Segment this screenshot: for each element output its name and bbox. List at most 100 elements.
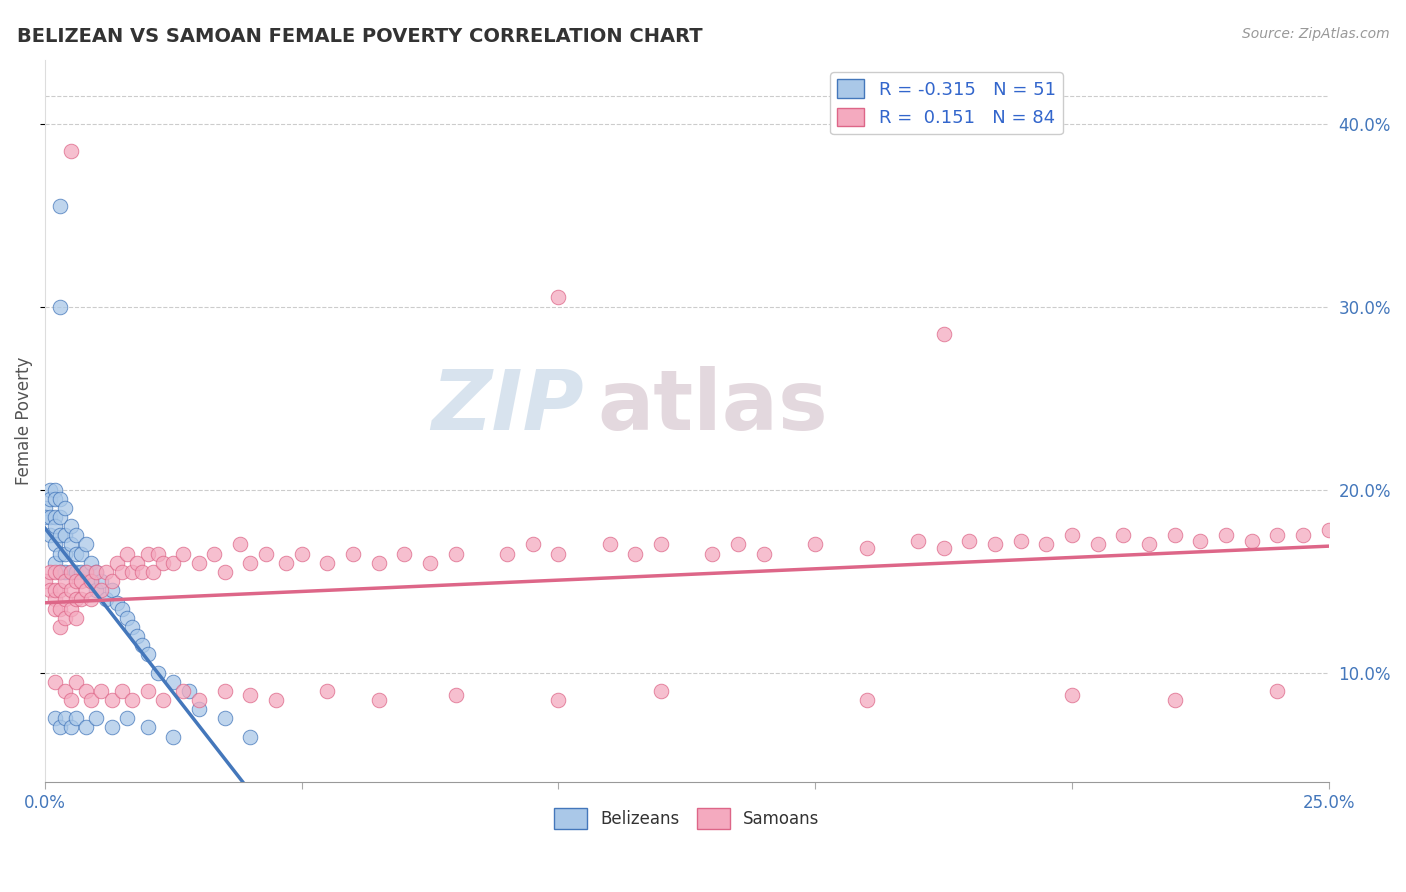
Point — [44, 510, 66, 524]
Point — [49, 300, 72, 314]
Point — [59, 519, 82, 533]
Point — [650, 537, 672, 551]
Point — [53, 547, 76, 561]
Point — [49, 491, 72, 506]
Point — [650, 684, 672, 698]
Point — [127, 629, 149, 643]
Point — [1317, 523, 1340, 537]
Point — [39, 528, 62, 542]
Point — [264, 693, 287, 707]
Point — [59, 565, 82, 579]
Point — [100, 583, 122, 598]
Point — [53, 592, 76, 607]
Point — [316, 556, 339, 570]
Point — [522, 537, 544, 551]
Point — [69, 574, 91, 588]
Point — [34, 500, 56, 515]
Point — [44, 711, 66, 725]
Point — [932, 541, 955, 556]
Point — [131, 638, 153, 652]
Point — [111, 601, 134, 615]
Point — [53, 610, 76, 624]
Point — [254, 547, 277, 561]
Point — [214, 711, 236, 725]
Point — [90, 574, 112, 588]
Point — [69, 592, 91, 607]
Point — [80, 574, 103, 588]
Point — [727, 537, 749, 551]
Point — [187, 693, 209, 707]
Point — [146, 665, 169, 680]
Point — [214, 684, 236, 698]
Point — [75, 565, 97, 579]
Point — [131, 565, 153, 579]
Point — [59, 583, 82, 598]
Point — [547, 693, 569, 707]
Point — [229, 537, 252, 551]
Point — [49, 565, 72, 579]
Point — [34, 510, 56, 524]
Point — [80, 556, 103, 570]
Point — [49, 583, 72, 598]
Point — [136, 684, 159, 698]
Point — [855, 541, 877, 556]
Point — [599, 537, 621, 551]
Point — [49, 601, 72, 615]
Point — [100, 721, 122, 735]
Point — [59, 601, 82, 615]
Point — [121, 565, 143, 579]
Point — [1060, 528, 1083, 542]
Point — [39, 583, 62, 598]
Point — [53, 500, 76, 515]
Point — [111, 684, 134, 698]
Point — [105, 596, 128, 610]
Point — [84, 565, 107, 579]
Point — [1137, 537, 1160, 551]
Point — [146, 547, 169, 561]
Text: BELIZEAN VS SAMOAN FEMALE POVERTY CORRELATION CHART: BELIZEAN VS SAMOAN FEMALE POVERTY CORREL… — [17, 27, 703, 45]
Point — [394, 547, 416, 561]
Point — [444, 688, 467, 702]
Point — [136, 647, 159, 661]
Point — [53, 711, 76, 725]
Point — [547, 547, 569, 561]
Point — [547, 290, 569, 304]
Point — [44, 491, 66, 506]
Point — [75, 565, 97, 579]
Point — [90, 684, 112, 698]
Point — [136, 547, 159, 561]
Point — [49, 565, 72, 579]
Point — [162, 730, 184, 744]
Point — [80, 574, 103, 588]
Point — [53, 528, 76, 542]
Point — [65, 547, 87, 561]
Point — [115, 547, 138, 561]
Point — [702, 547, 724, 561]
Point — [1163, 693, 1185, 707]
Point — [49, 547, 72, 561]
Point — [127, 556, 149, 570]
Point — [44, 583, 66, 598]
Point — [49, 528, 72, 542]
Point — [342, 547, 364, 561]
Point — [419, 556, 441, 570]
Point — [44, 565, 66, 579]
Point — [49, 721, 72, 735]
Y-axis label: Female Poverty: Female Poverty — [15, 357, 32, 485]
Point — [59, 565, 82, 579]
Point — [1267, 684, 1289, 698]
Point — [752, 547, 775, 561]
Point — [202, 547, 225, 561]
Point — [187, 556, 209, 570]
Point — [173, 684, 195, 698]
Point — [367, 556, 389, 570]
Point — [173, 547, 195, 561]
Point — [44, 537, 66, 551]
Point — [84, 565, 107, 579]
Point — [239, 688, 262, 702]
Point — [1112, 528, 1135, 542]
Point — [39, 491, 62, 506]
Point — [142, 565, 165, 579]
Point — [1035, 537, 1057, 551]
Point — [75, 684, 97, 698]
